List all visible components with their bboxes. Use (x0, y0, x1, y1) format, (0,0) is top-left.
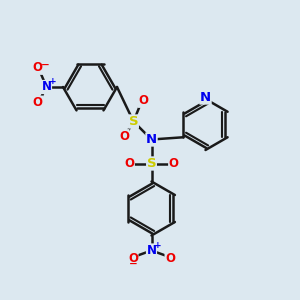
Text: O: O (124, 157, 134, 170)
Text: O: O (165, 252, 175, 266)
Text: S: S (147, 157, 156, 170)
Text: O: O (119, 130, 129, 143)
Text: N: N (146, 244, 157, 257)
Text: O: O (32, 96, 43, 109)
Text: O: O (128, 252, 138, 266)
Text: O: O (138, 94, 148, 107)
Text: +: + (49, 77, 57, 86)
Text: O: O (169, 157, 179, 170)
Text: O: O (32, 61, 43, 74)
Text: N: N (146, 133, 157, 146)
Text: N: N (200, 91, 211, 104)
Text: N: N (41, 80, 52, 94)
Text: −: − (41, 60, 50, 70)
Text: −: − (128, 259, 137, 269)
Text: S: S (129, 115, 138, 128)
Text: +: + (154, 241, 162, 250)
